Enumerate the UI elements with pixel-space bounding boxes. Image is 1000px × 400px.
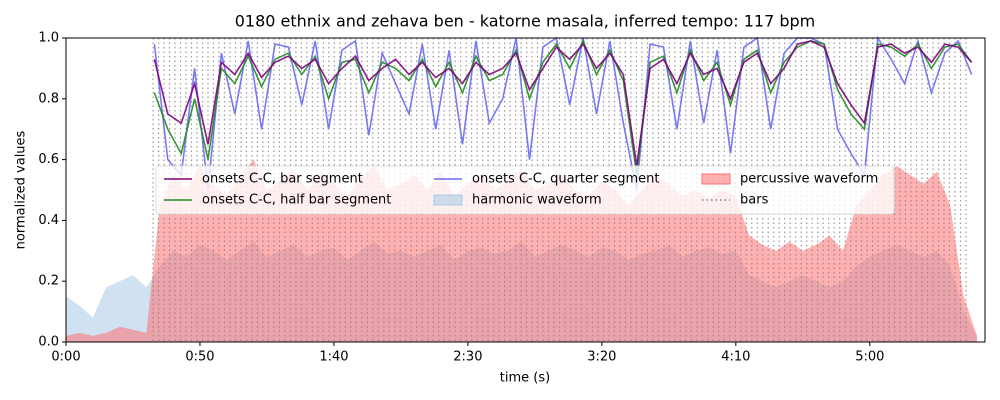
plot-frame (65, 37, 986, 343)
x-tick-label: 0:50 (185, 350, 214, 365)
legend-label: onsets C-C, quarter segment (472, 172, 659, 187)
legend-swatch (433, 194, 463, 206)
legend-label: onsets C-C, bar segment (202, 172, 363, 187)
legend-label: harmonic waveform (472, 193, 602, 208)
legend-swatch (701, 173, 731, 185)
y-tick-label: 0.2 (38, 274, 59, 289)
y-tick-label: 0.0 (38, 335, 59, 350)
onset-line (153, 39, 973, 175)
x-tick-label: 1:40 (319, 350, 348, 365)
x-tick-label: 0:00 (51, 350, 80, 365)
x-tick-label: 3:20 (587, 350, 616, 365)
y-tick-label: 0.6 (38, 152, 59, 167)
x-tick-label: 2:30 (453, 350, 482, 365)
y-tick-label: 0.4 (38, 213, 59, 228)
onset-line (153, 40, 973, 166)
y-tick-label: 1.0 (38, 31, 59, 46)
y-axis-label: normalized values (14, 130, 29, 249)
legend-label: onsets C-C, half bar segment (202, 193, 391, 208)
x-tick-label: 4:10 (721, 350, 750, 365)
x-axis-label: time (s) (500, 371, 550, 386)
legend-label: percussive waveform (740, 172, 878, 187)
x-tick-label: 5:00 (855, 350, 884, 365)
chart-title: 0180 ethnix and zehava ben - katorne mas… (235, 12, 816, 31)
y-tick-label: 0.8 (38, 91, 59, 106)
legend-label: bars (740, 193, 769, 208)
legend: onsets C-C, bar segment onsets C-C, half … (155, 165, 895, 215)
